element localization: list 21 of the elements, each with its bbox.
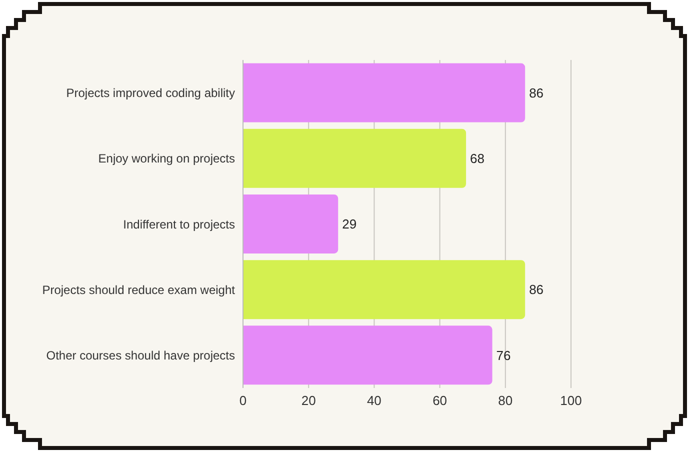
data-label: 86 (529, 282, 544, 298)
y-tick-label: Indifferent to projects (123, 217, 235, 232)
bar (243, 63, 526, 122)
x-tick-label: 40 (366, 393, 382, 408)
x-tick-label: 60 (432, 393, 448, 408)
bar (243, 194, 338, 254)
y-tick-label: Other courses should have projects (46, 348, 235, 362)
data-label: 29 (342, 216, 357, 232)
bar (243, 128, 466, 188)
data-label: 76 (496, 348, 511, 363)
x-tick-label: 100 (560, 393, 582, 408)
y-tick-label: Projects improved coding ability (66, 86, 235, 100)
x-tick-label: 80 (498, 393, 513, 408)
data-label: 86 (529, 85, 544, 100)
data-label: 68 (470, 150, 485, 166)
bar (243, 260, 526, 320)
x-tick-label: 20 (301, 393, 316, 408)
x-tick-label: 0 (239, 393, 247, 408)
y-tick-label: Enjoy working on projects (98, 152, 235, 166)
bar (243, 326, 492, 385)
y-tick-label: Projects should reduce exam weight (42, 282, 236, 297)
